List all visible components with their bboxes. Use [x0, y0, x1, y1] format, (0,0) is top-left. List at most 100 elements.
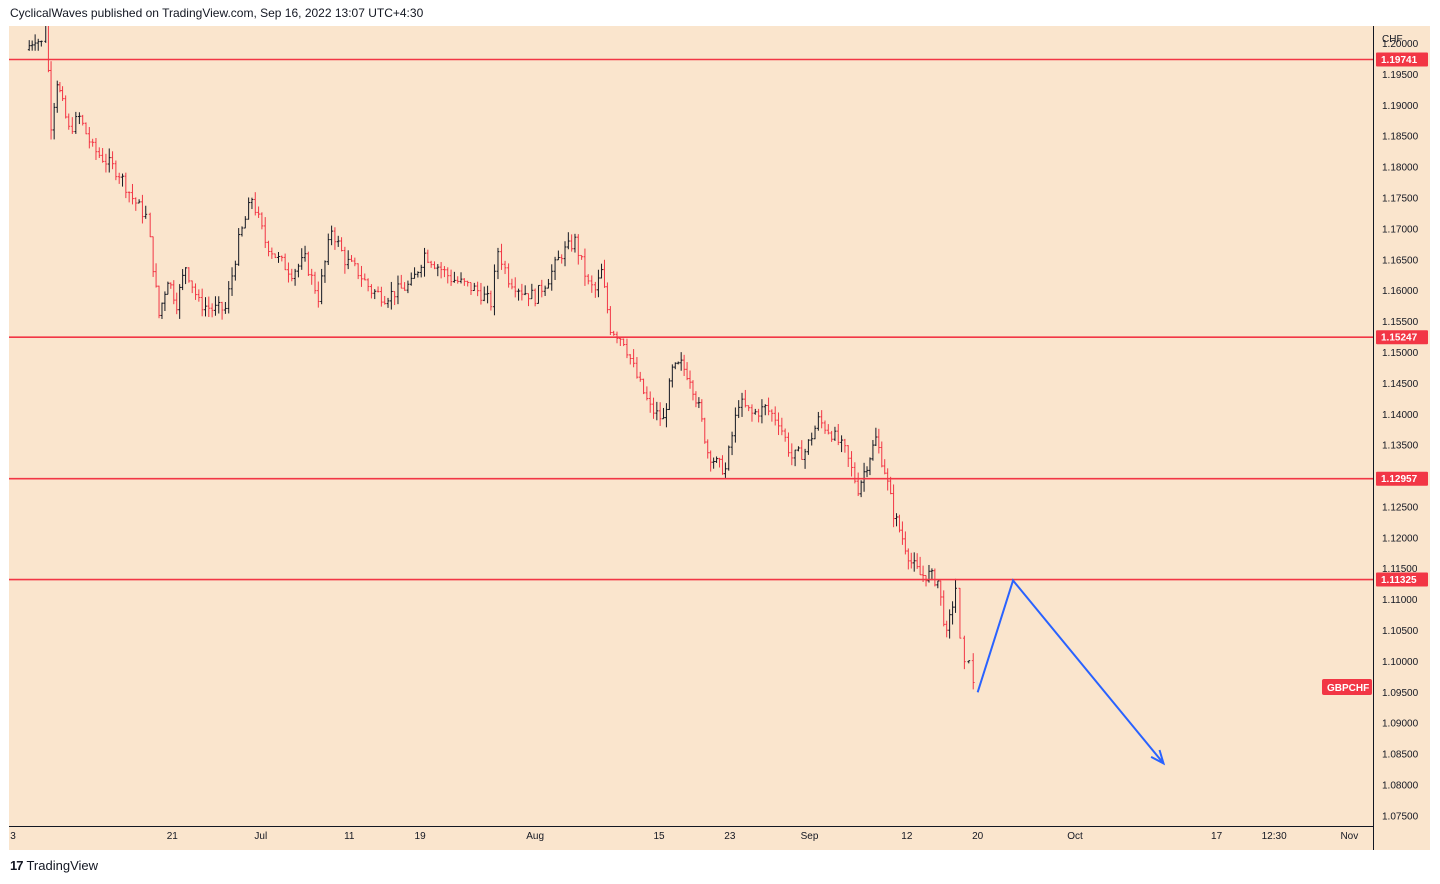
- ohlc-bar: [903, 531, 907, 555]
- ohlc-bar: [336, 235, 340, 247]
- ohlc-bar: [439, 262, 443, 279]
- tradingview-logo-icon: 17: [10, 858, 24, 873]
- ohlc-bar: [163, 291, 167, 312]
- ohlc-bar: [924, 574, 928, 587]
- ohlc-bar: [343, 246, 347, 274]
- ohlc-bar: [303, 245, 307, 262]
- y-tick-label: 1.19500: [1382, 70, 1419, 81]
- ohlc-bar: [459, 272, 463, 284]
- ohlc-bar: [763, 404, 767, 416]
- ohlc-bar: [563, 241, 567, 267]
- ohlc-bar: [909, 552, 913, 569]
- ohlc-bar: [141, 194, 144, 224]
- ohlc-bar: [114, 160, 118, 181]
- ohlc-bar: [830, 430, 834, 442]
- ohlc-bar: [883, 459, 887, 475]
- ohlc-bar: [489, 290, 493, 311]
- y-tick-label: 1.14000: [1382, 410, 1419, 421]
- ohlc-bar: [81, 114, 85, 126]
- ohlc-bar: [600, 263, 603, 279]
- ohlc-bar: [645, 386, 649, 401]
- chart-pane[interactable]: CHF 1.20000 1.19500 1.19000 1.18500 1.18000 1.…: [9, 26, 1430, 850]
- y-tick-label: 1.09500: [1382, 688, 1419, 699]
- ohlc-bar: [517, 288, 520, 301]
- ohlc-bar: [889, 476, 893, 495]
- x-tick-label: Nov: [1340, 831, 1358, 842]
- ohlc-bar: [655, 401, 659, 421]
- ohlc-bar: [612, 330, 616, 336]
- ohlc-bar: [267, 240, 270, 257]
- ohlc-bar: [370, 284, 373, 299]
- ohlc-bar: [227, 281, 231, 314]
- x-tick-label: Aug: [526, 831, 544, 842]
- level-price-tag: [1376, 471, 1428, 486]
- level-price-tag: [1376, 52, 1428, 67]
- ohlc-bar: [207, 296, 211, 317]
- x-tick-label: 12: [901, 831, 913, 842]
- y-tick-label: 1.08500: [1382, 750, 1419, 761]
- ohlc-bar: [580, 254, 584, 260]
- ohlc-bar: [326, 233, 330, 265]
- ohlc-bar: [593, 281, 597, 298]
- ohlc-bar: [107, 148, 111, 173]
- level-price-label: 1.12957: [1381, 474, 1418, 485]
- level-price-tag: [1376, 572, 1428, 587]
- ohlc-bar: [240, 226, 244, 237]
- ohlc-bar: [530, 283, 534, 300]
- ohlc-bar: [560, 254, 564, 264]
- ohlc-bar: [721, 455, 724, 475]
- ohlc-bar: [635, 357, 639, 379]
- projection-arrow-icon: [1150, 749, 1166, 766]
- ohlc-bar: [436, 264, 440, 277]
- ohlc-bar: [665, 403, 668, 428]
- ohlc-bar: [709, 450, 713, 472]
- ohlc-bar: [500, 243, 503, 270]
- ohlc-bar: [313, 271, 317, 294]
- level-price-tag: [1376, 330, 1428, 345]
- ohlc-bar: [346, 250, 350, 270]
- ohlc-bar: [379, 286, 383, 307]
- ohlc-bar: [948, 609, 952, 639]
- ohlc-bar: [204, 297, 207, 317]
- ohlc-bar: [912, 552, 916, 572]
- ohlc-bar: [915, 553, 919, 569]
- ohlc-bar: [750, 404, 754, 422]
- level-price-label: 1.19741: [1381, 55, 1418, 66]
- ohlc-bar: [413, 267, 416, 279]
- ohlc-bar: [409, 272, 413, 286]
- ohlc-bar: [446, 267, 450, 284]
- ohlc-bar: [376, 286, 380, 293]
- ohlc-bar: [942, 590, 946, 627]
- ohlc-bar: [214, 296, 217, 316]
- ohlc-bar: [880, 441, 884, 468]
- ohlc-bar: [101, 148, 105, 163]
- ohlc-bar: [111, 151, 114, 170]
- ohlc-bar: [104, 153, 108, 173]
- ohlc-bar: [958, 587, 962, 639]
- ohlc-bar: [160, 302, 164, 319]
- x-tick-label: 21: [167, 831, 179, 842]
- x-tick-label: 20: [972, 831, 984, 842]
- ohlc-bar: [479, 282, 483, 305]
- ohlc-bar: [416, 271, 420, 278]
- ohlc-bar: [820, 410, 824, 429]
- ohlc-bar: [39, 40, 43, 47]
- ohlc-bar: [747, 405, 751, 412]
- ohlc-bar: [826, 424, 830, 435]
- ohlc-bar: [493, 264, 496, 316]
- ohlc-bar: [523, 285, 527, 296]
- ohlc-bar: [154, 263, 158, 288]
- ohlc-bar: [94, 138, 98, 160]
- ohlc-bar: [590, 275, 594, 293]
- ohlc-bar: [419, 264, 423, 278]
- ohlc-bar: [682, 354, 686, 377]
- ohlc-bar: [662, 407, 665, 420]
- ohlc-bar: [297, 263, 300, 278]
- ohlc-bar: [323, 260, 327, 283]
- ohlc-bar: [628, 354, 632, 365]
- ohlc-bar: [632, 349, 636, 368]
- ohlc-bar: [816, 411, 820, 431]
- ohlc-bar: [673, 362, 677, 370]
- ohlc-bar: [936, 580, 940, 589]
